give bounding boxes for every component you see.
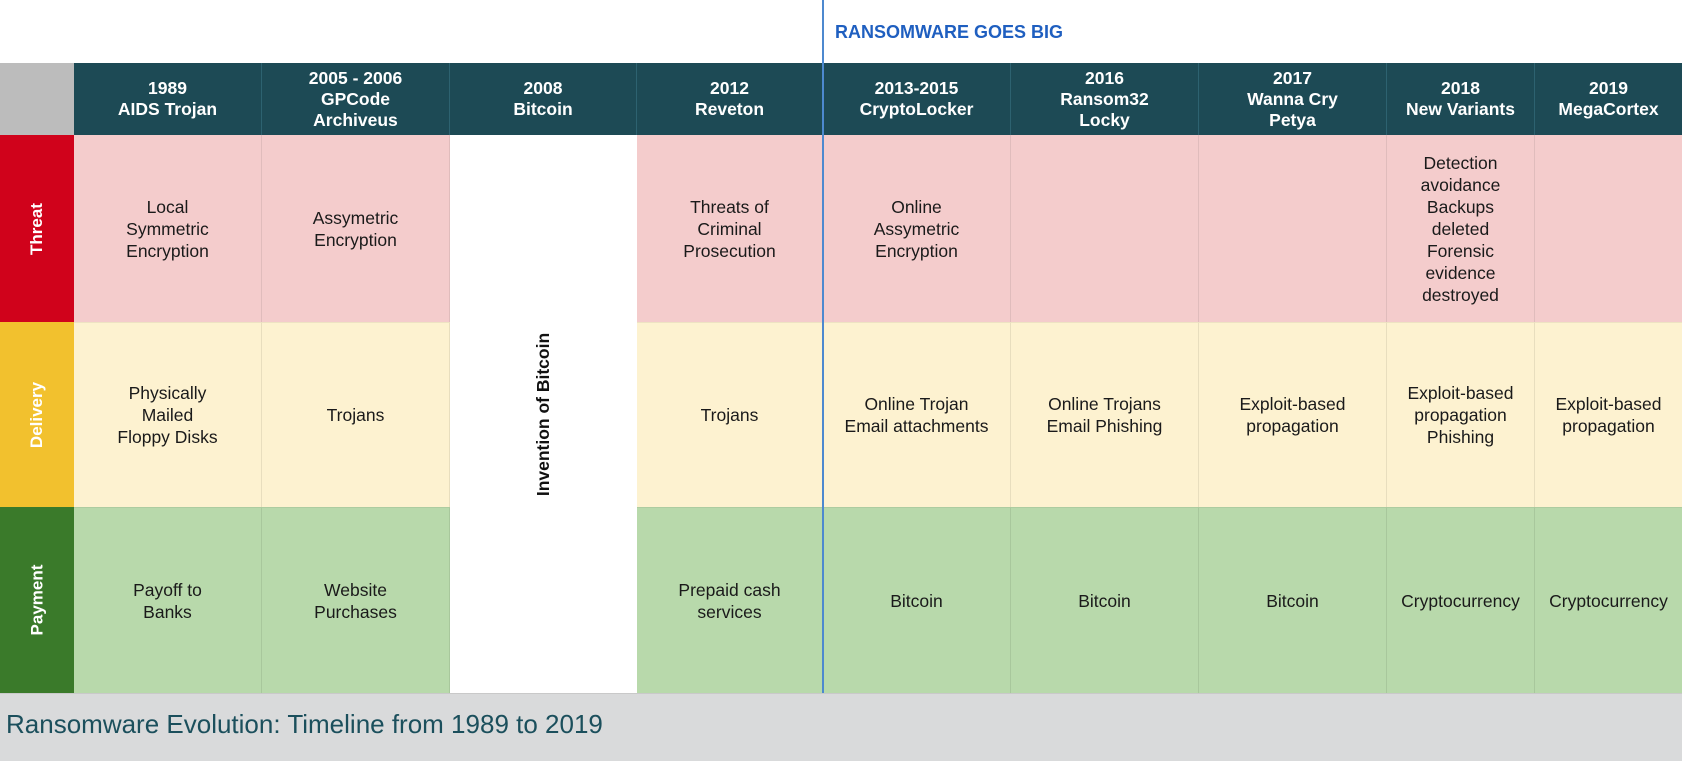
ransomware-goes-big-banner: RANSOMWARE GOES BIG — [835, 22, 1064, 42]
delivery-cell-1989: Physically Mailed Floppy Disks — [74, 322, 262, 507]
row-label-threat: Threat — [0, 135, 74, 322]
ransomware-goes-big-divider — [822, 0, 824, 693]
header-2012: 2012 Reveton — [637, 63, 823, 135]
delivery-cell-2012: Trojans — [637, 322, 823, 507]
bitcoin-invention-label: Invention of Bitcoin — [532, 332, 553, 496]
header-2018: 2018 New Variants — [1387, 63, 1535, 135]
payment-cell-2012: Prepaid cash services — [637, 507, 823, 693]
footer-title: Ransomware Evolution: Timeline from 1989… — [6, 709, 603, 739]
row-label-payment-text: Payment — [27, 564, 46, 636]
threat-cell-2018: Detection avoidance Backups deleted Fore… — [1387, 135, 1535, 322]
threat-cell-2013-2015: Online Assymetric Encryption — [823, 135, 1011, 322]
row-label-delivery-text: Delivery — [26, 381, 46, 448]
threat-cell-1989: Local Symmetric Encryption — [74, 135, 262, 322]
footer-bar — [0, 693, 1682, 761]
payment-cell-2005-2006: Website Purchases — [262, 507, 450, 693]
threat-cell-2019 — [1535, 135, 1682, 322]
threat-cell-2012: Threats of Criminal Prosecution — [637, 135, 823, 322]
row-label-payment: Payment — [0, 507, 74, 693]
header-2008: 2008 Bitcoin — [450, 63, 637, 135]
delivery-cell-2017: Exploit-based propagation — [1199, 322, 1387, 507]
header-corner — [0, 63, 74, 135]
bitcoin-invention-column: Invention of Bitcoin — [450, 135, 637, 693]
row-label-delivery: Delivery — [0, 322, 74, 507]
threat-cell-2016 — [1011, 135, 1199, 322]
delivery-cell-2019: Exploit-based propagation — [1535, 322, 1682, 507]
header-2005-2006: 2005 - 2006 GPCode Archiveus — [262, 63, 450, 135]
payment-cell-2018: Cryptocurrency — [1387, 507, 1535, 693]
header-1989: 1989 AIDS Trojan — [74, 63, 262, 135]
delivery-cell-2005-2006: Trojans — [262, 322, 450, 507]
delivery-cell-2013-2015: Online Trojan Email attachments — [823, 322, 1011, 507]
payment-cell-2017: Bitcoin — [1199, 507, 1387, 693]
delivery-cell-2018: Exploit-based propagation Phishing — [1387, 322, 1535, 507]
threat-cell-2005-2006: Assymetric Encryption — [262, 135, 450, 322]
header-2013-2015: 2013-2015 CryptoLocker — [823, 63, 1011, 135]
delivery-cell-2016: Online Trojans Email Phishing — [1011, 322, 1199, 507]
header-2017: 2017 Wanna Cry Petya — [1199, 63, 1387, 135]
payment-cell-2016: Bitcoin — [1011, 507, 1199, 693]
payment-cell-1989: Payoff to Banks — [74, 507, 262, 693]
header-2016: 2016 Ransom32 Locky — [1011, 63, 1199, 135]
row-label-threat-text: Threat — [27, 202, 46, 255]
payment-cell-2019: Cryptocurrency — [1535, 507, 1682, 693]
header-2019: 2019 MegaCortex — [1535, 63, 1682, 135]
threat-cell-2017 — [1199, 135, 1387, 322]
payment-cell-2013-2015: Bitcoin — [823, 507, 1011, 693]
